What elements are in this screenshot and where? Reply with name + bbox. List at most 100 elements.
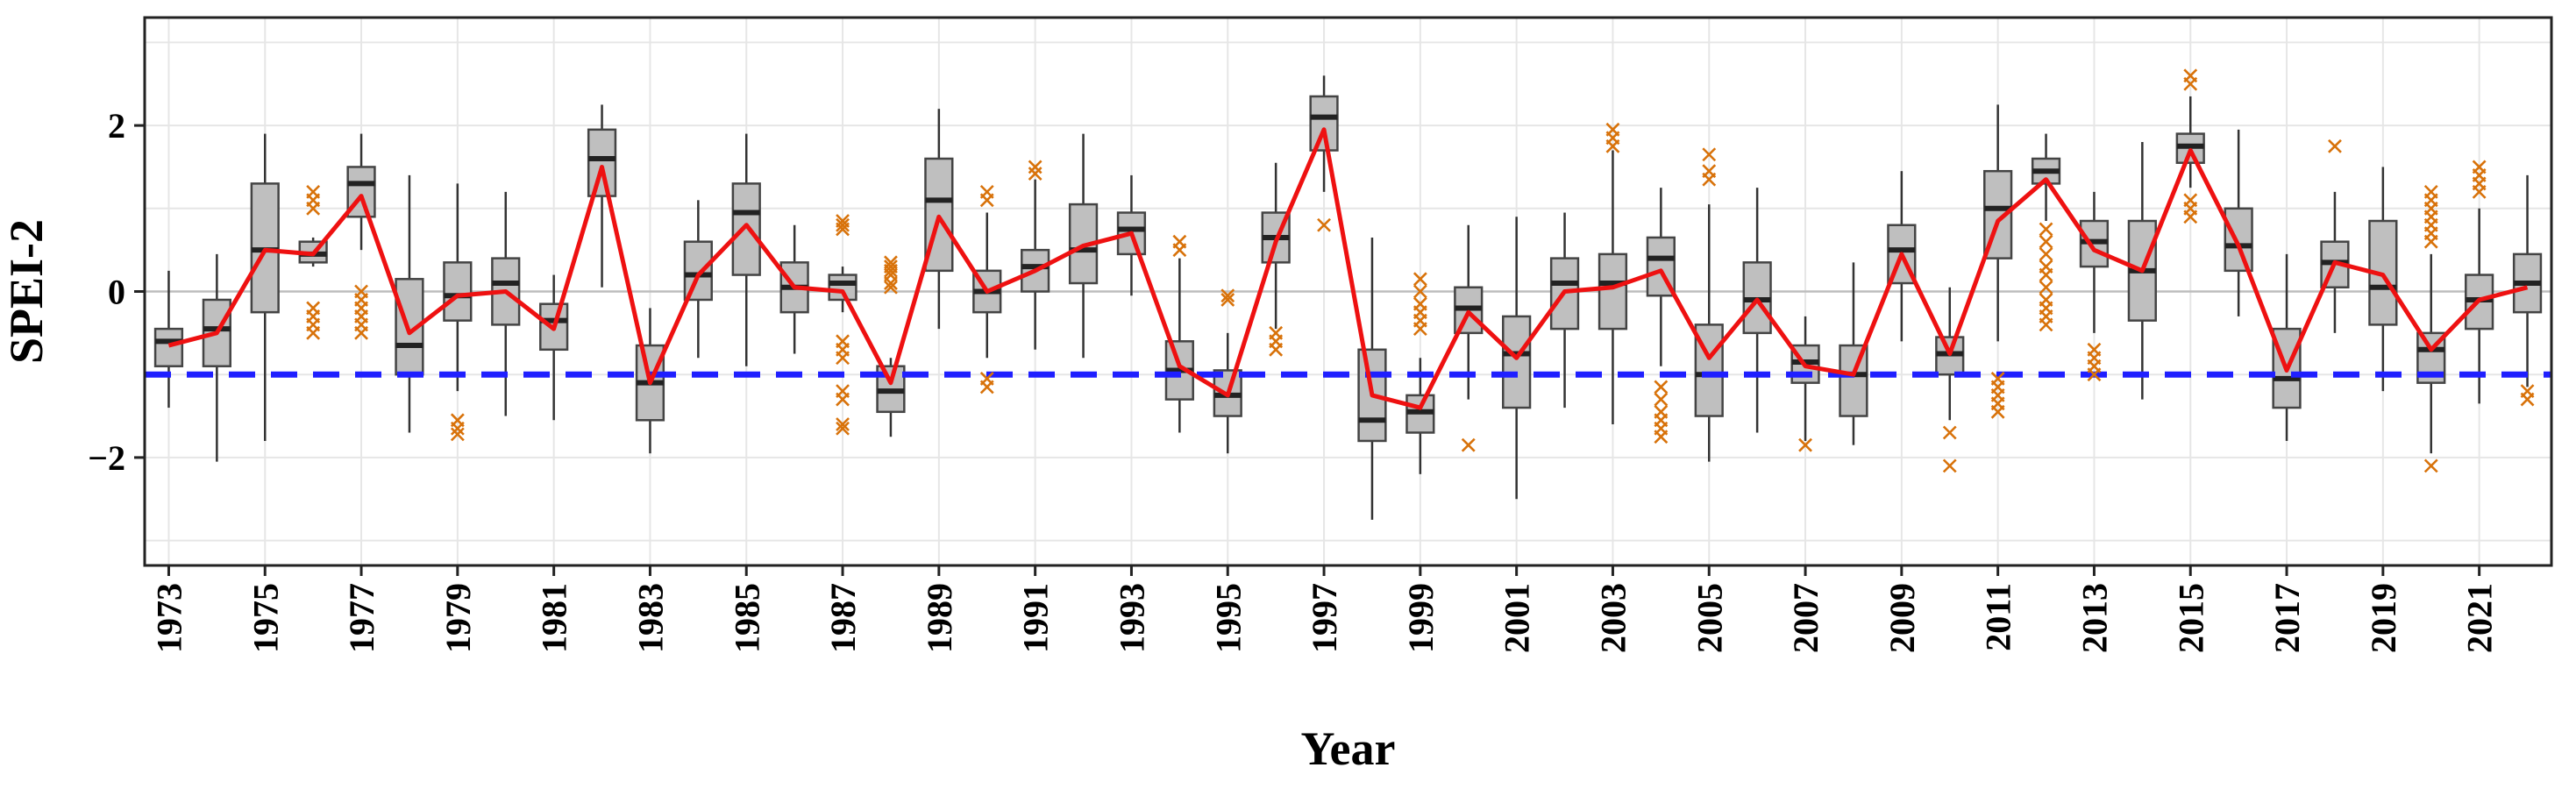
outlier-point bbox=[1220, 288, 1235, 303]
outlier-point bbox=[1317, 217, 1331, 232]
outlier-point bbox=[1605, 139, 1620, 153]
outlier-point bbox=[836, 351, 850, 366]
box-2013 bbox=[2079, 191, 2110, 333]
x-tick-label: 1991 bbox=[1016, 583, 1056, 653]
outlier-point bbox=[306, 201, 321, 216]
mean-series-line bbox=[167, 127, 2529, 410]
box-1987 bbox=[828, 267, 857, 313]
x-axis-ticks: 1973 1975 1977 1979 1981 1983 1985 1987 1989 1991… bbox=[149, 565, 2500, 653]
box-2001 bbox=[1502, 217, 1532, 500]
box-2011 bbox=[1983, 104, 2013, 342]
y-tick-label: −2 bbox=[88, 438, 125, 478]
iqr-box bbox=[443, 261, 473, 322]
x-tick-label: 1989 bbox=[920, 583, 959, 653]
x-tick-label: 1979 bbox=[438, 583, 478, 653]
outlier-point bbox=[2039, 267, 2053, 282]
outlier-point bbox=[1990, 404, 2005, 419]
outlier-point bbox=[979, 193, 994, 208]
box-2022 bbox=[2512, 174, 2543, 387]
x-tick-label: 1993 bbox=[1112, 583, 1151, 653]
outlier-point bbox=[836, 222, 850, 237]
outlier-point bbox=[2183, 210, 2198, 224]
outlier-point bbox=[354, 325, 368, 340]
outlier-point bbox=[1942, 425, 1957, 440]
x-tick-label: 2007 bbox=[1786, 583, 1825, 653]
outlier-point bbox=[1220, 293, 1235, 307]
outlier-point bbox=[2039, 280, 2053, 295]
x-tick-label: 2019 bbox=[2364, 583, 2403, 653]
outlier-point bbox=[1413, 272, 1427, 287]
outlier-point bbox=[1461, 437, 1476, 452]
outlier-point bbox=[1702, 172, 1717, 187]
x-tick-label: 2015 bbox=[2171, 583, 2210, 653]
x-tick-label: 1981 bbox=[535, 583, 574, 653]
x-tick-label: 2017 bbox=[2267, 583, 2307, 653]
x-tick-label: 1975 bbox=[246, 583, 285, 653]
x-tick-label: 2001 bbox=[1498, 583, 1537, 653]
box-2005 bbox=[1694, 204, 1724, 462]
box-1975 bbox=[250, 133, 280, 441]
box-1979 bbox=[443, 183, 473, 392]
outlier-point bbox=[450, 421, 465, 436]
outlier-point bbox=[979, 380, 994, 394]
outlier-point bbox=[2472, 184, 2487, 199]
x-axis-title: Year bbox=[1301, 722, 1396, 775]
x-tick-label: 2013 bbox=[2074, 583, 2114, 653]
y-tick-label: 2 bbox=[108, 106, 125, 146]
box-1977 bbox=[346, 133, 376, 251]
iqr-box bbox=[346, 166, 376, 218]
box-2014 bbox=[2127, 142, 2157, 400]
x-tick-label: 2021 bbox=[2460, 583, 2500, 653]
outlier-point bbox=[1269, 342, 1284, 357]
iqr-box bbox=[1598, 252, 1628, 330]
outlier-point bbox=[1172, 243, 1187, 258]
box-1985 bbox=[731, 133, 761, 366]
x-tick-label: 2009 bbox=[1882, 583, 1922, 653]
outlier-point bbox=[2087, 367, 2102, 382]
outlier-point bbox=[1798, 437, 1812, 452]
iqr-box bbox=[2224, 207, 2253, 273]
x-tick-label: 1987 bbox=[823, 583, 863, 653]
outlier-point bbox=[2039, 317, 2053, 332]
x-tick-label: 2011 bbox=[1979, 583, 2018, 651]
box-2008 bbox=[1839, 262, 1868, 445]
outlier-point bbox=[2039, 246, 2053, 261]
box-1999 bbox=[1405, 358, 1435, 474]
outlier-point bbox=[884, 280, 898, 295]
iqr-box bbox=[153, 327, 184, 367]
y-tick-label: 0 bbox=[108, 273, 125, 312]
outlier-point bbox=[884, 276, 898, 290]
iqr-box bbox=[1309, 95, 1339, 152]
x-tick-label: 1983 bbox=[630, 583, 670, 653]
outlier-point bbox=[450, 427, 465, 442]
x-tick-label: 1999 bbox=[1401, 583, 1441, 653]
outlier-point bbox=[2520, 392, 2535, 407]
outlier-point bbox=[836, 392, 850, 407]
outlier-point bbox=[1654, 392, 1669, 407]
x-tick-label: 1973 bbox=[149, 583, 189, 653]
outlier-point bbox=[2328, 139, 2342, 153]
x-tick-label: 1995 bbox=[1208, 583, 1248, 653]
outlier-point bbox=[2423, 458, 2438, 473]
outlier-points bbox=[306, 68, 2535, 473]
x-tick-label: 1997 bbox=[1305, 583, 1344, 653]
iqr-box bbox=[731, 182, 761, 276]
box-1973 bbox=[153, 270, 184, 409]
x-tick-label: 2005 bbox=[1690, 583, 1729, 653]
x-tick-label: 1977 bbox=[342, 583, 381, 653]
outlier-point bbox=[2039, 222, 2053, 237]
box-2010 bbox=[1935, 287, 1965, 421]
outlier-point bbox=[1413, 322, 1427, 337]
box-1982 bbox=[587, 104, 617, 288]
x-tick-label: 2003 bbox=[1593, 583, 1633, 653]
outlier-point bbox=[836, 217, 850, 232]
outlier-point bbox=[2423, 234, 2438, 249]
outlier-point bbox=[1702, 147, 1717, 162]
outlier-point bbox=[306, 325, 321, 340]
iqr-box bbox=[587, 128, 617, 197]
outlier-point bbox=[1654, 430, 1669, 444]
x-tick-label: 1985 bbox=[727, 583, 766, 653]
y-axis-title: SPEI-2 bbox=[0, 219, 53, 364]
iqr-box bbox=[1502, 315, 1532, 409]
